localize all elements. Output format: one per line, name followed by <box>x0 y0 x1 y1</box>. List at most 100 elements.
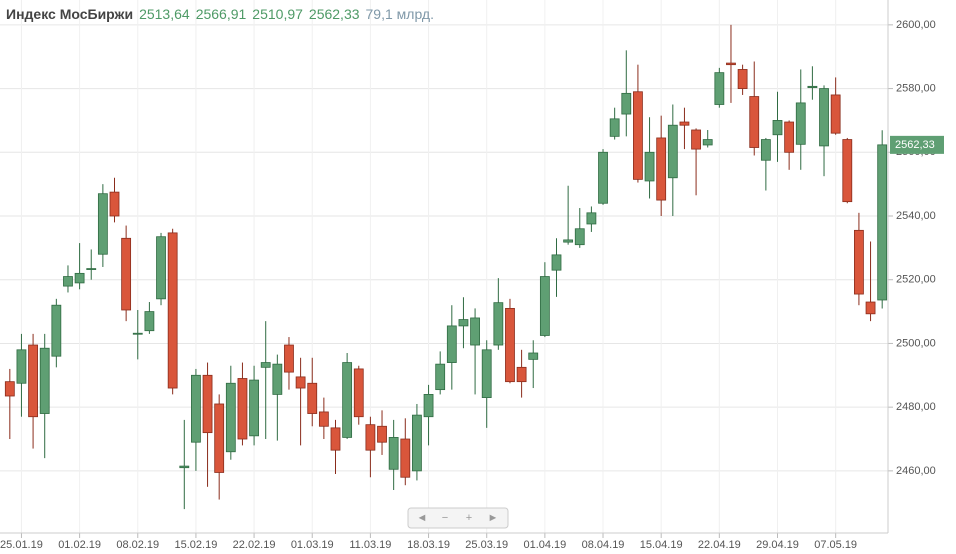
candle <box>714 67 725 108</box>
candle <box>551 238 562 297</box>
candle <box>505 298 515 384</box>
x-tick-label: 01.04.19 <box>523 539 566 551</box>
body <box>412 414 422 472</box>
candle <box>191 368 201 471</box>
body <box>365 424 376 451</box>
candle <box>667 104 678 217</box>
x-tick-label: 01.02.19 <box>58 539 101 551</box>
x-tick-label: 08.02.19 <box>116 539 159 551</box>
x-tick-label: 22.02.19 <box>233 539 276 551</box>
candle <box>691 128 701 196</box>
candle <box>446 305 457 390</box>
body <box>539 276 550 336</box>
body <box>737 69 748 89</box>
candle <box>842 137 853 204</box>
candle <box>656 115 667 217</box>
body <box>772 120 783 136</box>
nav-left[interactable]: ◄ <box>417 512 428 524</box>
body <box>377 425 387 443</box>
candle <box>179 419 190 510</box>
body <box>726 62 736 66</box>
candle <box>830 77 841 135</box>
x-tick-label: 01.03.19 <box>291 539 334 551</box>
candle <box>633 64 643 183</box>
candle <box>784 120 795 170</box>
body <box>86 268 97 270</box>
body <box>493 302 504 346</box>
body <box>144 311 155 332</box>
candle <box>412 403 422 481</box>
candle <box>109 177 120 223</box>
body <box>854 229 864 295</box>
body <box>877 144 888 301</box>
body <box>132 332 143 335</box>
body <box>318 411 329 427</box>
header: Индекс МосБиржи 2513,64 2566,91 2510,97 2562… <box>6 6 434 22</box>
nav-minus[interactable]: − <box>442 512 448 524</box>
body <box>528 352 539 360</box>
x-tick-label: 18.03.19 <box>407 539 450 551</box>
candle <box>284 337 294 390</box>
body <box>109 191 120 217</box>
nav-right[interactable]: ► <box>488 512 499 524</box>
candle <box>342 352 353 440</box>
candle <box>470 308 480 395</box>
candle <box>39 333 50 459</box>
candle <box>819 85 829 177</box>
candle <box>202 362 213 487</box>
candle <box>156 232 166 306</box>
body <box>551 254 562 271</box>
body <box>795 102 806 145</box>
body <box>819 88 829 147</box>
body <box>842 139 853 203</box>
candle <box>679 107 690 150</box>
body <box>481 349 492 398</box>
x-tick-label: 25.03.19 <box>465 539 508 551</box>
nav-plus[interactable]: + <box>466 512 472 524</box>
body <box>446 325 457 363</box>
body <box>470 317 480 346</box>
candle <box>28 333 38 449</box>
body <box>167 232 178 389</box>
last-price-tag <box>890 135 944 154</box>
body <box>202 374 213 434</box>
candle <box>121 225 132 322</box>
body <box>28 344 38 418</box>
candle <box>144 302 155 334</box>
chart-title: Индекс МосБиржи <box>6 6 133 22</box>
candle <box>644 117 655 199</box>
candle <box>214 394 225 500</box>
x-tick-label: 15.02.19 <box>175 539 218 551</box>
body <box>237 378 248 440</box>
candle <box>423 384 434 446</box>
candle <box>225 365 236 460</box>
candle <box>795 69 806 170</box>
body <box>574 228 585 246</box>
candle <box>458 297 469 349</box>
body <box>563 239 574 243</box>
body <box>621 92 632 115</box>
y-tick-label: 2480,00 <box>896 401 936 413</box>
x-tick-label: 25.01.19 <box>0 539 43 551</box>
body <box>423 394 434 418</box>
y-tick-label: 2600,00 <box>896 19 936 31</box>
body <box>435 363 446 391</box>
candle <box>400 418 411 486</box>
candle <box>772 91 783 162</box>
body <box>598 151 608 204</box>
candle <box>237 362 248 446</box>
candle <box>854 212 864 306</box>
candle <box>249 365 259 446</box>
body <box>353 368 364 418</box>
candle <box>609 107 620 140</box>
header-value: 2566,91 <box>196 6 247 22</box>
y-tick-label: 2520,00 <box>896 274 936 286</box>
y-tick-label: 2500,00 <box>896 337 936 349</box>
body <box>388 437 399 470</box>
body <box>179 465 190 469</box>
y-tick-label: 2580,00 <box>896 82 936 94</box>
x-tick-label: 22.04.19 <box>698 539 741 551</box>
body <box>691 129 701 150</box>
candle <box>563 185 574 245</box>
candle <box>4 368 15 440</box>
